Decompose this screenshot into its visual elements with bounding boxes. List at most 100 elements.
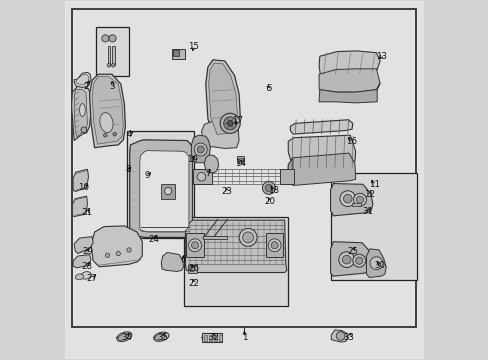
Text: 31: 31 xyxy=(362,207,373,216)
Polygon shape xyxy=(74,90,87,137)
Ellipse shape xyxy=(194,143,207,156)
Ellipse shape xyxy=(338,252,354,267)
Text: 20: 20 xyxy=(264,197,275,206)
Polygon shape xyxy=(129,140,192,237)
Ellipse shape xyxy=(342,255,350,264)
Text: 1: 1 xyxy=(241,333,247,342)
Bar xyxy=(280,169,293,184)
Ellipse shape xyxy=(100,113,113,132)
Bar xyxy=(203,235,226,239)
Text: 4: 4 xyxy=(126,130,131,139)
Text: 8: 8 xyxy=(125,165,130,174)
Bar xyxy=(202,333,222,342)
Bar xyxy=(161,184,175,199)
Polygon shape xyxy=(140,150,188,232)
Polygon shape xyxy=(73,255,91,268)
Polygon shape xyxy=(74,237,93,253)
Ellipse shape xyxy=(116,251,120,256)
Text: 26: 26 xyxy=(188,265,199,274)
Bar xyxy=(172,49,184,59)
Ellipse shape xyxy=(191,242,198,249)
Ellipse shape xyxy=(109,35,116,42)
Ellipse shape xyxy=(369,257,382,270)
Ellipse shape xyxy=(111,63,115,67)
Text: 24: 24 xyxy=(148,235,159,244)
Polygon shape xyxy=(366,249,386,278)
Polygon shape xyxy=(319,69,379,92)
Text: 17: 17 xyxy=(231,116,243,125)
Ellipse shape xyxy=(262,181,275,194)
Polygon shape xyxy=(204,155,218,173)
Text: 6: 6 xyxy=(181,255,186,264)
Bar xyxy=(173,50,179,56)
Bar xyxy=(214,335,217,341)
Ellipse shape xyxy=(197,172,205,181)
Ellipse shape xyxy=(103,134,107,137)
Polygon shape xyxy=(287,158,292,184)
Text: 28: 28 xyxy=(81,262,92,271)
Ellipse shape xyxy=(113,132,116,136)
Polygon shape xyxy=(191,135,210,163)
Bar xyxy=(204,335,207,341)
Bar xyxy=(238,158,243,161)
Ellipse shape xyxy=(155,334,165,340)
Ellipse shape xyxy=(265,184,272,192)
Polygon shape xyxy=(89,74,125,148)
Ellipse shape xyxy=(75,274,83,280)
Polygon shape xyxy=(290,120,352,134)
Bar xyxy=(112,45,115,65)
Ellipse shape xyxy=(270,242,278,249)
Bar xyxy=(96,27,128,76)
Ellipse shape xyxy=(239,228,257,246)
Bar xyxy=(126,131,194,238)
Ellipse shape xyxy=(107,63,110,67)
Polygon shape xyxy=(91,226,142,267)
Text: 5: 5 xyxy=(265,84,271,93)
Ellipse shape xyxy=(242,232,253,243)
Text: 19: 19 xyxy=(187,155,198,164)
Text: 18: 18 xyxy=(268,185,279,194)
Ellipse shape xyxy=(356,196,363,203)
Ellipse shape xyxy=(188,239,201,252)
Bar xyxy=(237,156,244,163)
Text: 32: 32 xyxy=(208,333,219,342)
Text: 11: 11 xyxy=(368,180,379,189)
Ellipse shape xyxy=(197,146,204,153)
Polygon shape xyxy=(185,220,286,273)
Bar xyxy=(265,233,283,257)
Text: 29: 29 xyxy=(82,247,93,256)
Polygon shape xyxy=(330,184,372,216)
Ellipse shape xyxy=(339,191,355,207)
Polygon shape xyxy=(205,60,240,138)
Bar xyxy=(186,233,203,257)
Text: 2: 2 xyxy=(83,82,88,91)
Bar xyxy=(72,9,415,327)
Polygon shape xyxy=(287,135,355,167)
Polygon shape xyxy=(319,83,379,103)
Text: 12: 12 xyxy=(364,190,375,199)
Polygon shape xyxy=(330,330,347,342)
Bar xyxy=(209,335,212,341)
Polygon shape xyxy=(201,120,239,148)
Text: 25: 25 xyxy=(346,247,358,256)
Polygon shape xyxy=(92,77,123,144)
Bar xyxy=(219,335,222,341)
Text: 22: 22 xyxy=(188,279,200,288)
Ellipse shape xyxy=(81,272,91,279)
Ellipse shape xyxy=(102,35,109,42)
Ellipse shape xyxy=(336,332,344,340)
Polygon shape xyxy=(74,72,91,87)
Text: 14: 14 xyxy=(234,159,245,168)
Polygon shape xyxy=(287,153,355,185)
Ellipse shape xyxy=(355,257,362,264)
Bar xyxy=(183,217,287,306)
Text: 16: 16 xyxy=(345,137,356,146)
Polygon shape xyxy=(161,252,183,271)
Ellipse shape xyxy=(267,239,281,252)
Text: 15: 15 xyxy=(188,42,199,51)
Polygon shape xyxy=(72,86,91,140)
Ellipse shape xyxy=(164,188,171,195)
Ellipse shape xyxy=(105,253,109,257)
Text: 7: 7 xyxy=(205,169,210,178)
Bar xyxy=(187,265,196,273)
